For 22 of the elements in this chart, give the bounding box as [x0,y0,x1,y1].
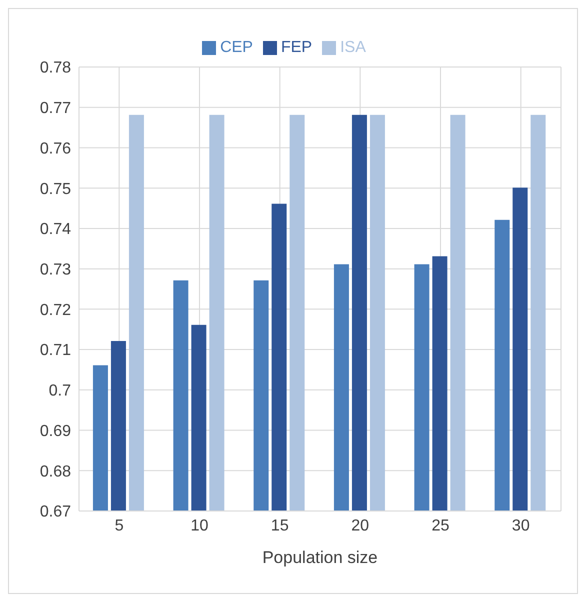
x-tick-label: 15 [270,517,289,534]
legend-label: FEP [280,39,312,56]
y-tick-label: 0.67 [40,504,72,521]
legend-label: CEP [220,39,253,56]
x-tick-label: 10 [190,517,208,534]
y-tick-label: 0.77 [40,100,72,118]
x-tick-label: 20 [351,517,370,534]
y-tick-label: 0.74 [40,221,72,238]
y-tick-label: 0.68 [40,463,72,480]
y-tick-label: 0.73 [40,262,72,278]
y-tick-label: 0.71 [40,342,72,360]
y-tick-label: 0.7 [48,382,72,400]
legend-label: ISA [340,39,366,56]
y-tick-label: 0.72 [40,302,72,319]
x-tick-label: 30 [512,517,530,534]
x-tick-label: 5 [114,517,124,534]
x-tick-label: 25 [432,517,450,534]
y-tick-label: 0.76 [40,140,72,158]
x-axis-title: Population size [262,548,378,567]
y-tick-label: 0.75 [40,180,72,198]
y-tick-label: 0.69 [40,422,72,440]
y-tick-label: 0.78 [40,60,72,77]
